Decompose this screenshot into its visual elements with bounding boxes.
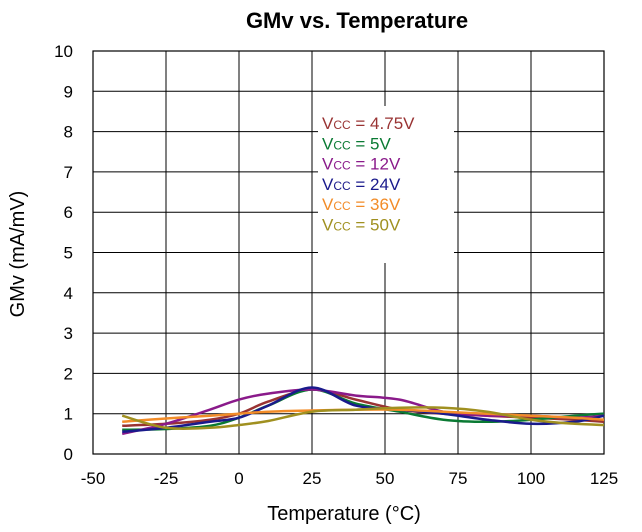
y-tick-label: 9	[64, 82, 73, 101]
y-tick-label: 7	[64, 163, 73, 182]
plot-area	[92, 50, 605, 455]
y-tick-label: 3	[64, 324, 73, 343]
legend-entry: VCC = 5V	[322, 134, 392, 153]
legend-entry: VCC = 4.75V	[322, 114, 415, 133]
x-tick-label: 25	[303, 469, 322, 488]
y-axis-title: GMv (mA/mV)	[7, 191, 29, 318]
x-tick-label: -25	[154, 469, 179, 488]
x-tick-label: 0	[234, 469, 243, 488]
series-line-6	[121, 406, 605, 431]
series-line-1	[122, 388, 605, 428]
y-tick-label: 4	[64, 284, 73, 303]
x-tick-label: 50	[376, 469, 395, 488]
series-line-4	[122, 386, 605, 434]
series-lines	[121, 386, 605, 436]
legend-entry: VCC = 36V	[322, 195, 401, 214]
legend-entry: VCC = 24V	[322, 175, 401, 194]
legend-entry: VCC = 50V	[322, 216, 401, 235]
x-tick-label: 125	[590, 469, 618, 488]
y-tick-label: 8	[64, 123, 73, 142]
x-tick-label: -50	[81, 469, 106, 488]
y-tick-label: 0	[64, 445, 73, 464]
x-tick-label: 100	[517, 469, 545, 488]
y-tick-label: 10	[54, 42, 73, 61]
y-tick-label: 6	[64, 203, 73, 222]
legend-box	[318, 106, 454, 263]
x-tick-labels: -50 -25 0 25 50 75 100 125	[81, 469, 618, 488]
x-tick-label: 75	[449, 469, 468, 488]
y-tick-label: 1	[64, 405, 73, 424]
y-tick-label: 5	[64, 244, 73, 263]
y-tick-label: 2	[64, 364, 73, 383]
legend-entry: VCC = 12V	[322, 155, 401, 174]
chart-title: GMv vs. Temperature	[246, 8, 468, 33]
y-tick-labels: 0 1 2 3 4 5 6 7 8 9 10	[54, 42, 73, 464]
x-axis-title: Temperature (°C)	[267, 503, 421, 525]
